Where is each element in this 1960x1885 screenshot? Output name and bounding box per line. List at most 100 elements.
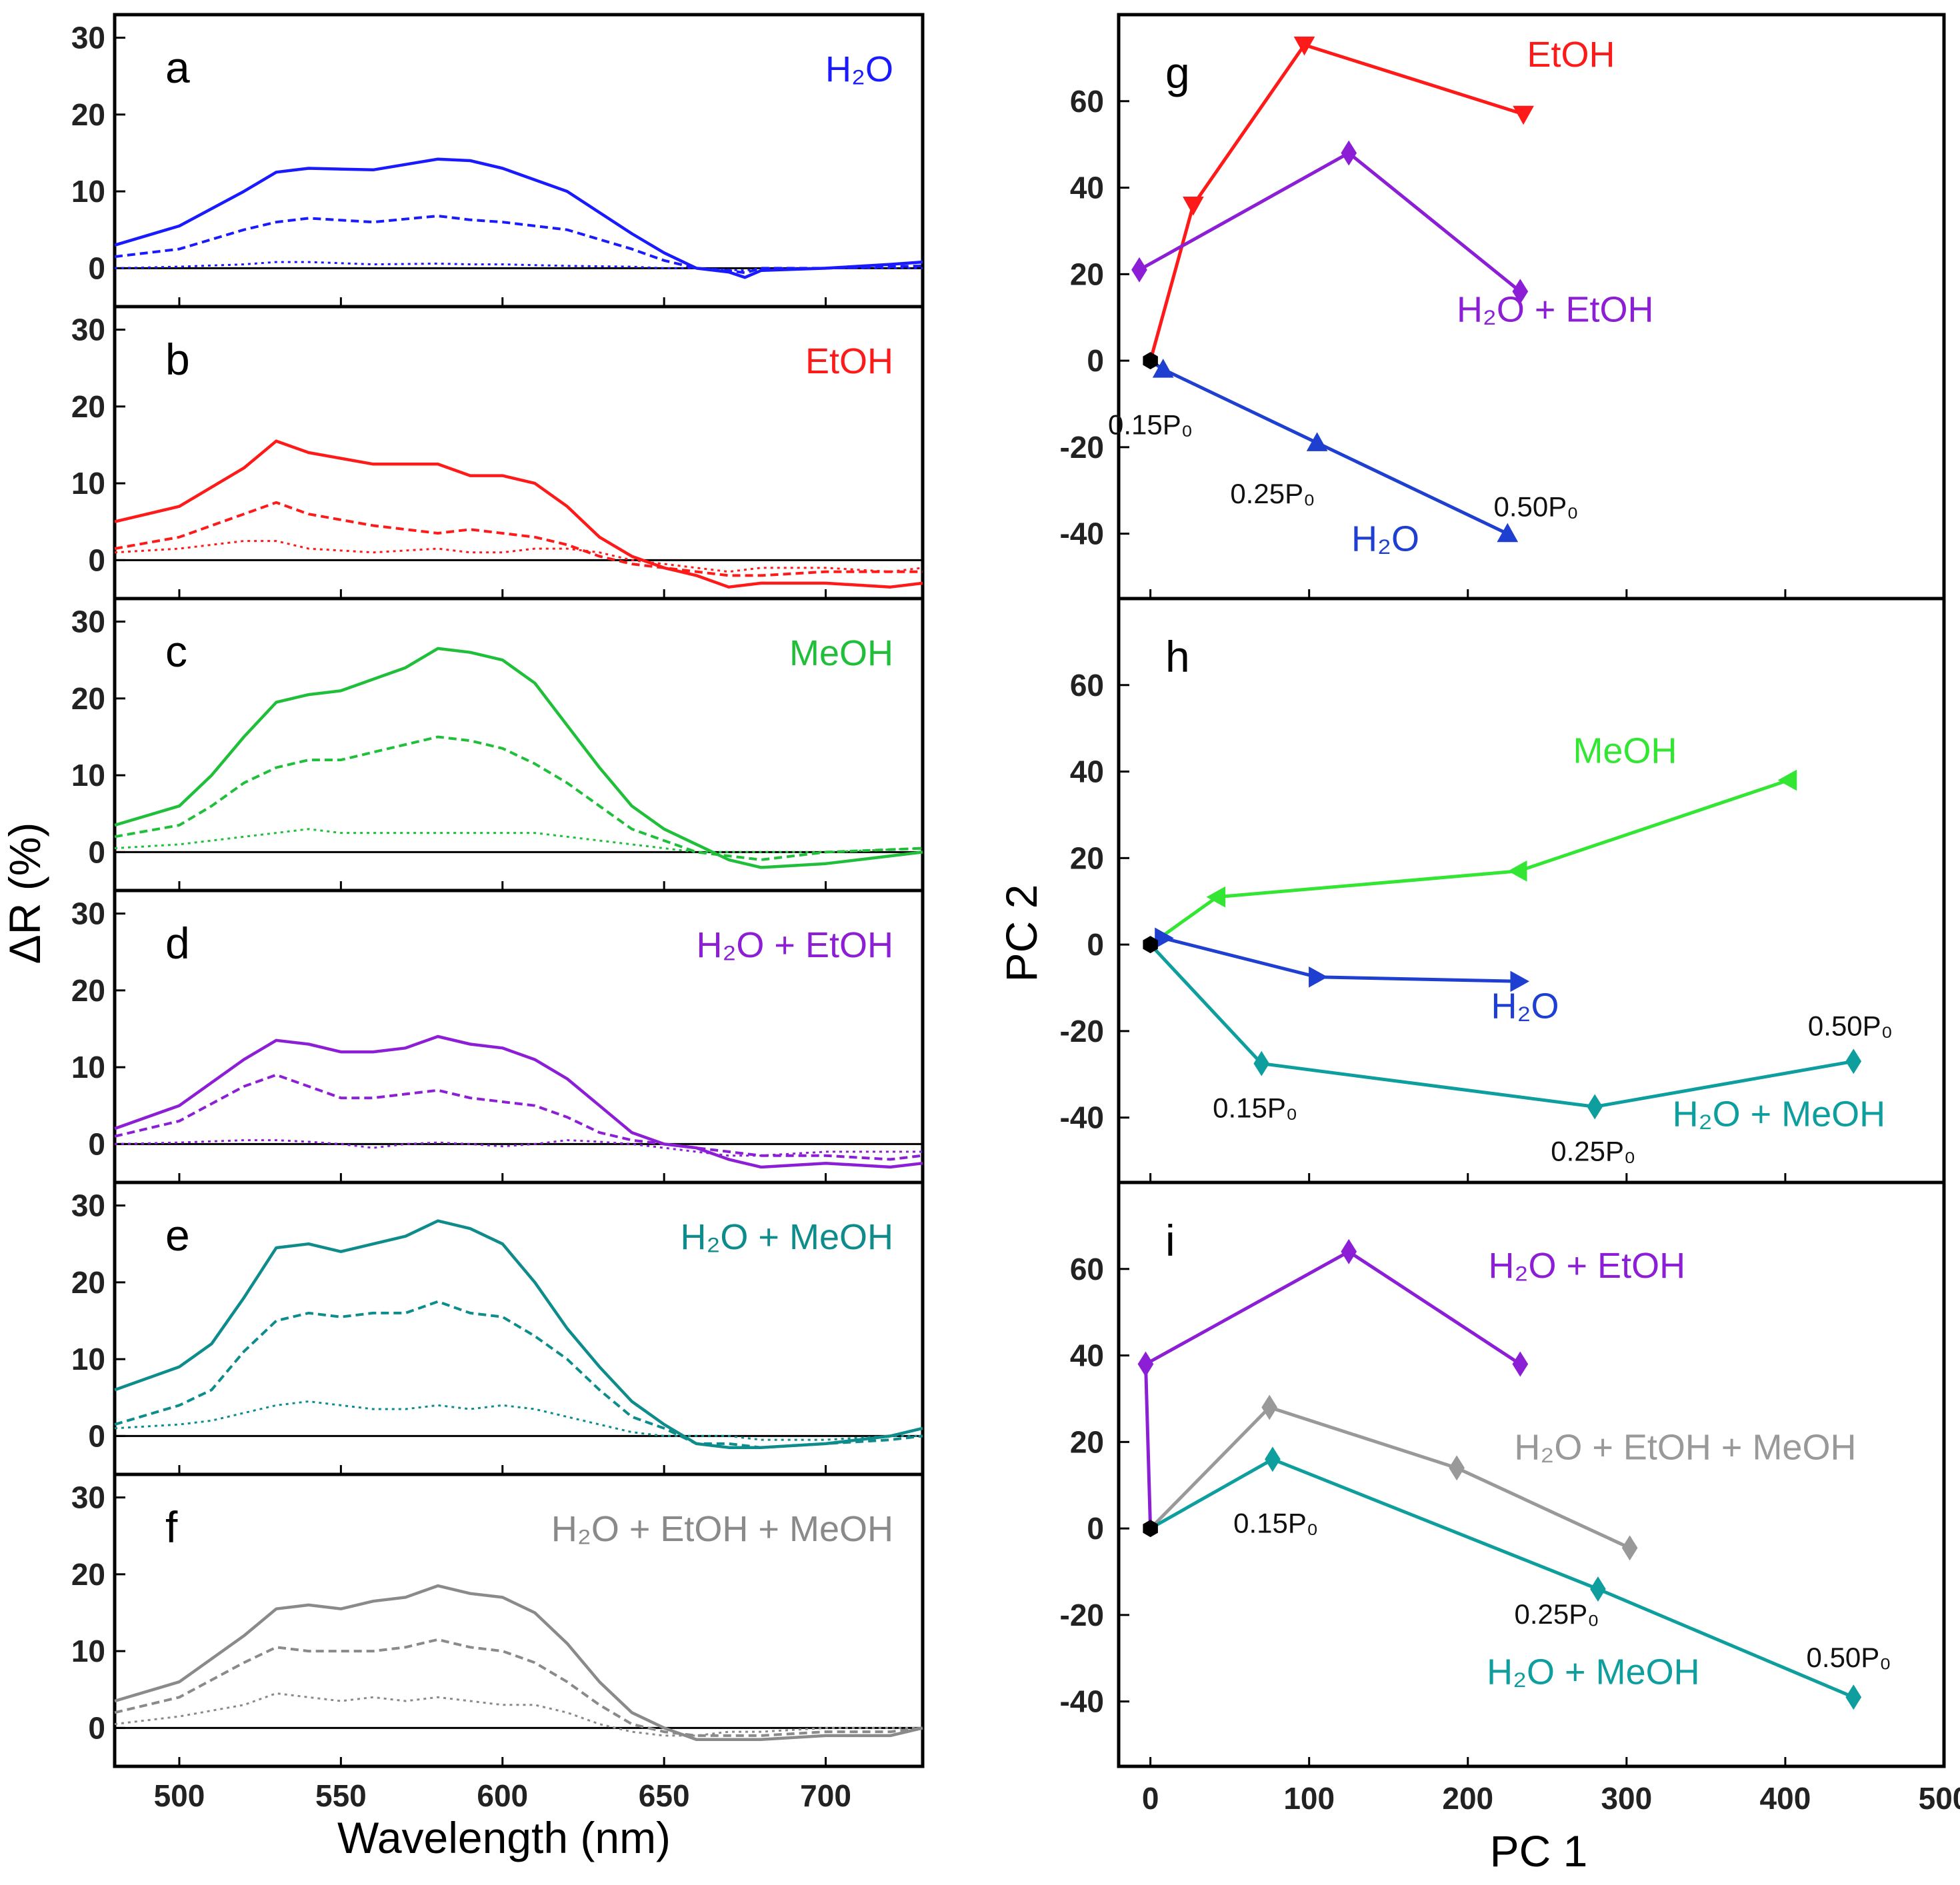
power-annotation: 0.50P₀: [1808, 1010, 1893, 1041]
series-label: H₂O + EtOH: [1457, 290, 1654, 330]
spectra-panel-d: 0 10 20 30 d H₂O + EtOH: [71, 889, 925, 1184]
series-line-dotted: [114, 1139, 923, 1157]
y-tick-label: 30: [71, 313, 105, 347]
panel-frame: [113, 1472, 925, 1768]
y-tick-label: 10: [71, 174, 105, 209]
series-line-dotted: [114, 1692, 923, 1737]
data-point-marker: [1253, 1050, 1270, 1076]
data-point-marker: [1137, 1351, 1154, 1377]
series-label: H₂O: [1351, 519, 1419, 559]
y-tick-label: 20: [71, 1557, 105, 1592]
x-tick-label: 100: [1283, 1781, 1335, 1816]
series-line: [1138, 151, 1521, 293]
series-line: [1149, 359, 1509, 535]
series-line: [1149, 936, 1519, 983]
power-annotation: 0.50P₀: [1807, 1642, 1891, 1673]
spectra-panel-c: 0 10 20 30 c MeOH: [71, 597, 925, 893]
y-tick-label: -20: [1060, 1598, 1104, 1632]
panel-letter: h: [1165, 632, 1190, 681]
panel-frame: [113, 305, 925, 601]
data-point-marker: [1265, 1446, 1281, 1472]
x-tick-label: 600: [477, 1778, 528, 1813]
left-x-axis-title: Wavelength (nm): [337, 1813, 671, 1862]
data-point-marker: [1261, 1394, 1277, 1420]
power-annotation: 0.15P₀: [1213, 1092, 1297, 1124]
series-line-dashed: [114, 501, 923, 577]
data-point-marker: [1341, 1238, 1357, 1264]
power-annotation: 0.15P₀: [1233, 1508, 1318, 1539]
data-point-marker: [1510, 970, 1530, 992]
power-annotation: 0.25P₀: [1551, 1136, 1635, 1167]
panel-frame: [1117, 1180, 1946, 1768]
y-tick-label: 20: [1070, 1424, 1104, 1459]
panel-title: H₂O: [825, 49, 893, 89]
y-tick-label: 20: [1070, 841, 1104, 875]
data-point-marker: [1155, 927, 1174, 949]
panel-letter: i: [1165, 1216, 1175, 1265]
y-tick-label: 30: [71, 1480, 105, 1515]
panel-frame: [113, 13, 925, 309]
data-point-marker: [1507, 860, 1527, 882]
panel-title: H₂O + MeOH: [680, 1217, 893, 1257]
series-label: H₂O + EtOH: [1489, 1246, 1686, 1286]
y-tick-label: 10: [71, 1050, 105, 1084]
y-tick-label: -40: [1060, 517, 1104, 551]
series-line-solid: [114, 647, 923, 869]
series-line-dashed: [114, 1300, 923, 1449]
data-point-marker: [1845, 1048, 1862, 1074]
y-tick-label: 30: [71, 605, 105, 639]
x-tick-label: 200: [1442, 1781, 1493, 1816]
y-tick-label: 40: [1070, 1338, 1104, 1373]
data-point-marker: [1341, 140, 1357, 166]
data-point-marker: [1183, 197, 1204, 216]
data-point-marker: [1306, 432, 1328, 451]
y-tick-label: 10: [71, 758, 105, 793]
power-annotation: 0.25P₀: [1514, 1598, 1599, 1630]
y-tick-label: 20: [71, 973, 105, 1008]
y-tick-label: 30: [71, 1188, 105, 1223]
spectra-panel-f: 0 10 20 30 f H₂O + EtOH + MeOH 500 550 600 650 700: [71, 1472, 925, 1813]
spectra-panel-a: 0 10 20 30 a H₂O: [71, 13, 925, 309]
x-tick-label: 0: [1142, 1781, 1159, 1816]
series-line: [1149, 1457, 1855, 1699]
y-tick-label: 60: [1070, 1252, 1104, 1286]
series-label: H₂O + MeOH: [1487, 1652, 1700, 1692]
y-tick-label: 40: [1070, 171, 1104, 205]
x-tick-label: 400: [1760, 1781, 1811, 1816]
series-line-dashed: [114, 1638, 923, 1737]
spectra-panel-e: 0 10 20 30 e H₂O + MeOH: [71, 1180, 925, 1476]
y-tick-label: 0: [1087, 343, 1104, 378]
y-tick-label: 0: [1087, 1511, 1104, 1546]
series-label: H₂O + EtOH + MeOH: [1514, 1427, 1856, 1467]
series-line: [1144, 1250, 1521, 1529]
right-y-axis-title: PC 2: [997, 885, 1046, 982]
y-tick-label: 10: [71, 1342, 105, 1376]
y-tick-label: -20: [1060, 1014, 1104, 1048]
series-label: H₂O: [1491, 986, 1559, 1026]
y-tick-label: 20: [71, 1265, 105, 1300]
origin-marker: [1143, 352, 1158, 370]
spectra-column: 0 10 20 30 a H₂O 0 10 20 30 b EtOH 0 10 20 30 c MeOH 0 10 20…: [71, 13, 925, 1813]
panel-letter: g: [1165, 48, 1190, 97]
y-tick-label: 0: [88, 1126, 105, 1161]
panel-title: EtOH: [805, 341, 893, 381]
data-point-marker: [1206, 886, 1226, 908]
pca-panel-i: -40 -20 0 20 40 60 H₂O + EtOH H₂O + EtOH + MeOH…: [1060, 1180, 1960, 1816]
data-point-marker: [1512, 1351, 1529, 1377]
origin-marker: [1143, 1520, 1158, 1538]
series-line: [1149, 43, 1524, 361]
y-tick-label: 30: [71, 897, 105, 931]
y-tick-label: 0: [88, 251, 105, 285]
data-point-marker: [1512, 279, 1529, 305]
y-tick-label: -20: [1060, 430, 1104, 465]
x-tick-label: 500: [1919, 1781, 1960, 1816]
panel-letter: c: [165, 627, 187, 676]
y-tick-label: 20: [71, 97, 105, 132]
y-tick-label: 0: [88, 1418, 105, 1453]
series-line-dotted: [114, 540, 923, 573]
y-tick-label: 30: [71, 21, 105, 55]
x-tick-label: 700: [800, 1778, 851, 1813]
data-point-marker: [1845, 1684, 1862, 1710]
power-annotation: 0.15P₀: [1108, 409, 1193, 440]
